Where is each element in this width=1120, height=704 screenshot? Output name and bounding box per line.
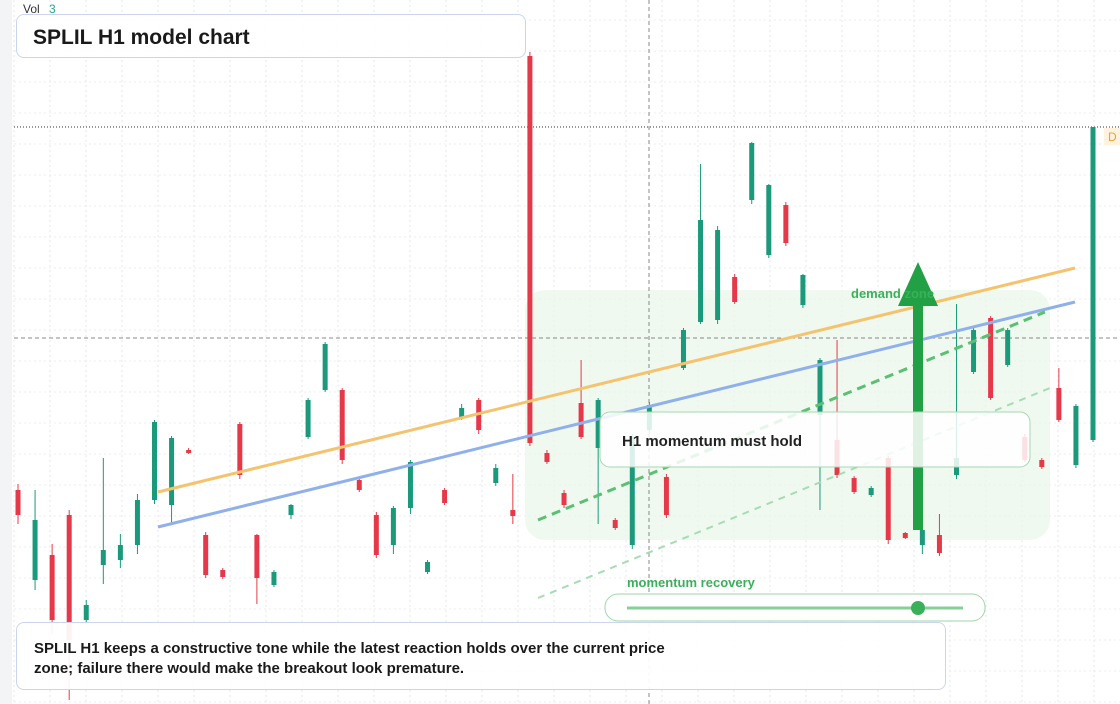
zone-label: demand zone <box>851 286 934 301</box>
candle-body <box>612 520 618 528</box>
candle-body <box>152 422 158 500</box>
candle-body <box>1090 127 1096 440</box>
price-tag-label: D <box>1108 130 1117 144</box>
left-edge <box>0 0 12 704</box>
candle-body <box>868 488 874 495</box>
candle-body <box>373 515 379 555</box>
candle-body <box>663 477 669 515</box>
candle-body <box>715 230 721 320</box>
title-box: SPLIL H1 model chart <box>16 14 526 58</box>
candle-body <box>220 570 226 577</box>
vol-label: Vol <box>23 2 40 16</box>
candle-body <box>15 490 21 515</box>
candle-body <box>988 318 994 398</box>
candle-body <box>459 408 465 418</box>
candle-body <box>732 277 738 302</box>
candle-body <box>1005 330 1011 365</box>
candle-body <box>493 468 499 483</box>
candle-body <box>510 510 516 516</box>
candle-body <box>271 572 277 585</box>
candle-body <box>288 505 294 515</box>
candle-body <box>390 508 396 545</box>
candle-body <box>254 535 260 578</box>
candle-body <box>1039 460 1045 467</box>
candle-body <box>356 480 362 490</box>
candle-body <box>237 424 243 475</box>
candle-body <box>578 403 584 437</box>
candle-body <box>680 330 686 368</box>
candle-body <box>971 330 977 372</box>
candle-body <box>32 520 38 580</box>
candle-body <box>936 535 942 553</box>
callout-box <box>599 411 1031 468</box>
chart-title: SPLIL H1 model chart <box>33 26 250 49</box>
vol-value: 3 <box>49 2 56 16</box>
price-tag <box>1104 128 1120 145</box>
candle-body <box>851 478 857 492</box>
candle-body <box>100 550 106 565</box>
candle-body <box>169 438 175 505</box>
slider-label: momentum recovery <box>627 575 756 590</box>
candle-body <box>919 530 925 545</box>
arrow-head <box>898 262 938 306</box>
candle-body <box>527 56 533 443</box>
note-text: SPLIL H1 keeps a constructive tone while… <box>34 640 665 677</box>
candle-body <box>442 490 448 503</box>
candle-body <box>902 533 908 538</box>
candle-body <box>186 450 192 453</box>
candle-body <box>800 275 806 305</box>
candle-body <box>783 205 789 243</box>
candle-body <box>425 562 431 572</box>
candle-body <box>305 400 311 437</box>
candle-body <box>322 344 328 390</box>
candle-body <box>749 143 755 200</box>
candle-body <box>66 515 72 640</box>
candle-body <box>1073 406 1079 465</box>
candle-body <box>134 500 140 545</box>
note-box: SPLIL H1 keeps a constructive tone while… <box>16 622 946 690</box>
slider-knob <box>911 601 925 615</box>
candle-body <box>117 545 123 560</box>
candle-body <box>83 605 89 620</box>
candle-body <box>885 458 891 540</box>
candle-body <box>339 390 345 460</box>
candle-body <box>407 462 413 508</box>
candle-body <box>49 555 55 620</box>
callout-text: H1 momentum must hold <box>622 433 802 450</box>
candle-body <box>544 453 550 462</box>
candle-body <box>629 437 635 545</box>
candle-body <box>698 220 704 322</box>
candle-body <box>766 185 772 255</box>
candle-body <box>561 493 567 505</box>
candle-body <box>203 535 209 575</box>
candle-body <box>595 400 601 448</box>
candle-body <box>817 360 823 415</box>
candle-body <box>1056 388 1062 420</box>
